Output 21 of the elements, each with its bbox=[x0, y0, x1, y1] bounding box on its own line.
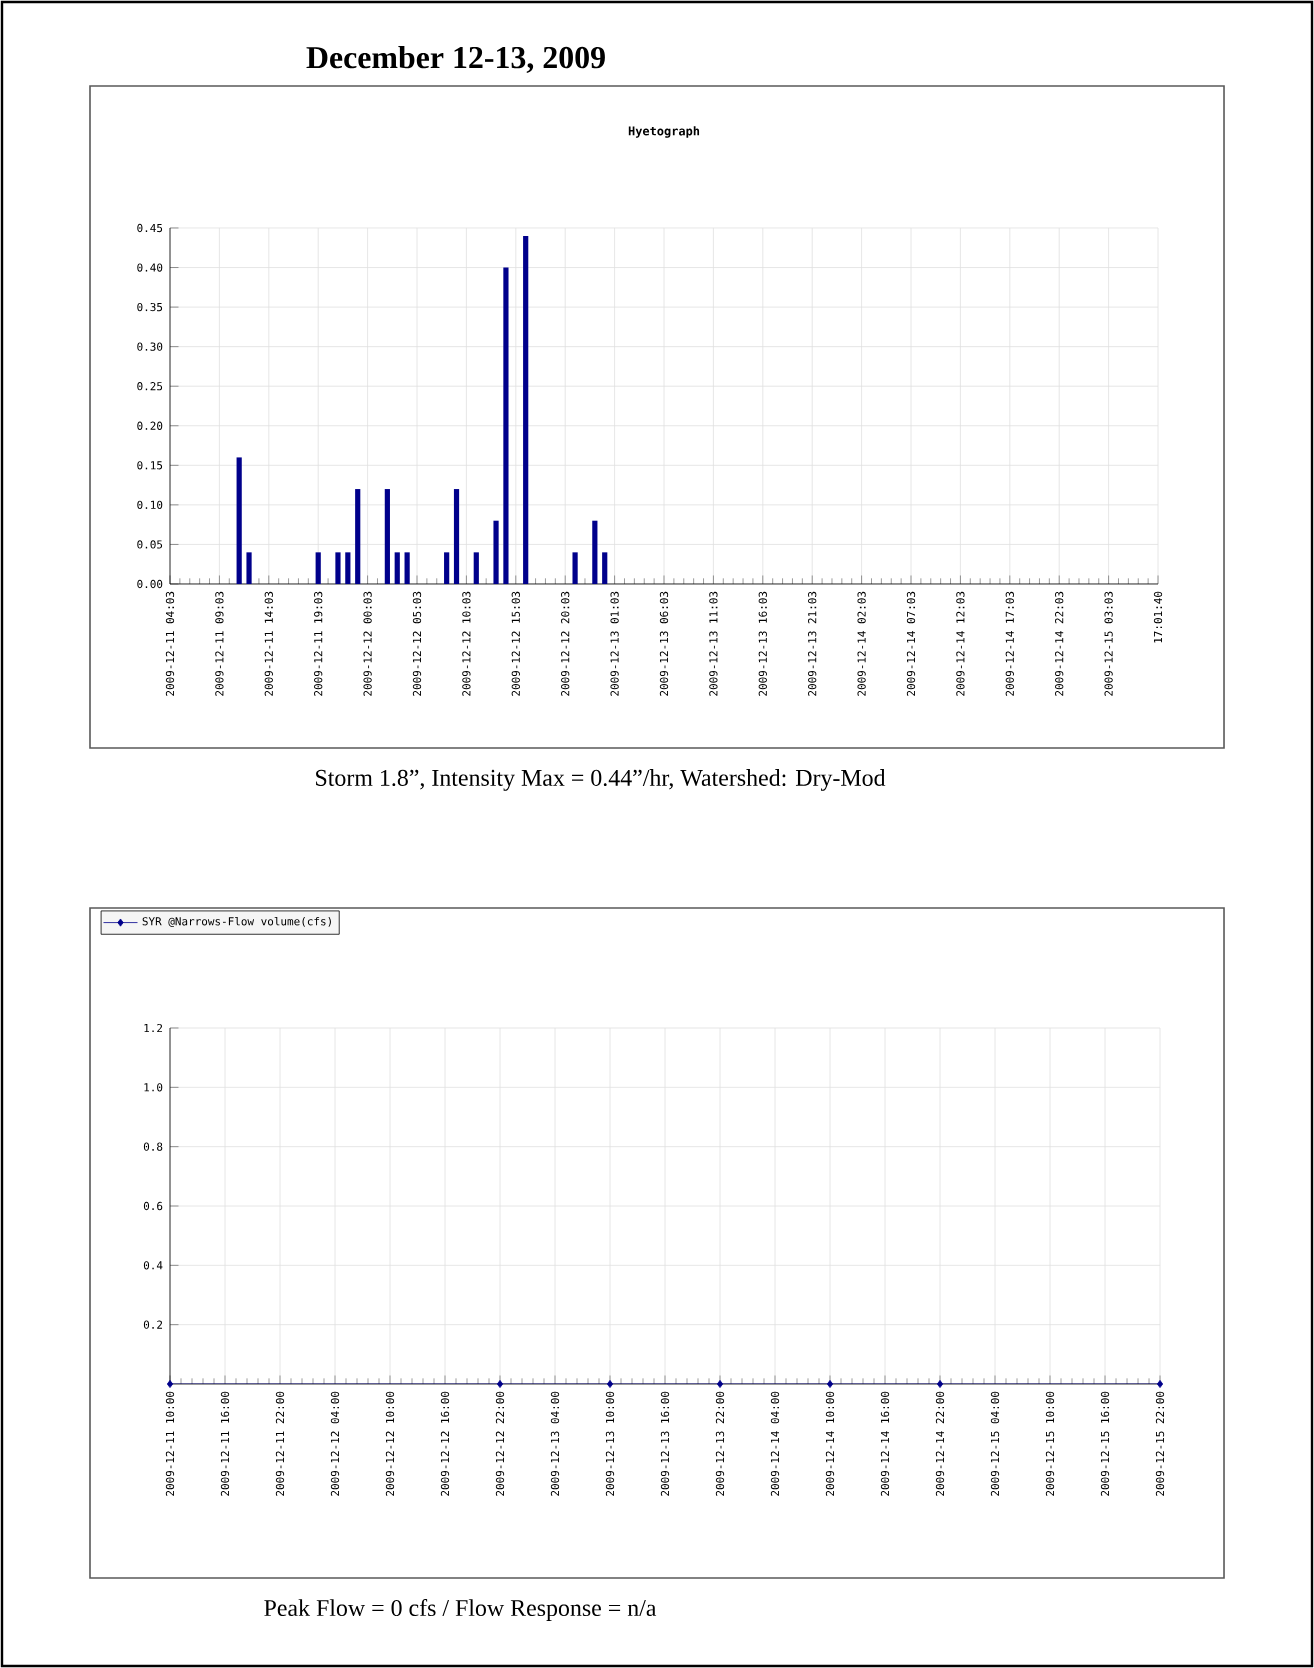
bar bbox=[355, 489, 361, 584]
bar bbox=[384, 489, 390, 584]
chart-title: December 12-13, 2009 bbox=[306, 45, 605, 73]
text: Peak Flow = 0 cfs / Flow Response = n/a bbox=[264, 1599, 657, 1621]
bar bbox=[315, 552, 321, 584]
bar bbox=[335, 552, 341, 584]
bar bbox=[572, 552, 578, 584]
bar bbox=[236, 457, 242, 584]
bar bbox=[493, 520, 499, 584]
bar bbox=[444, 552, 450, 584]
bar bbox=[503, 267, 509, 584]
bar bbox=[394, 552, 400, 584]
text: Storm 1.8”, Intensity Max = 0.44”/hr, Watershed: Dry-Mod bbox=[316, 769, 886, 791]
bar bbox=[523, 235, 529, 584]
bar bbox=[453, 489, 460, 584]
bar bbox=[602, 552, 608, 584]
bar bbox=[246, 552, 252, 584]
bar bbox=[345, 552, 351, 584]
bar bbox=[404, 552, 410, 584]
bar bbox=[592, 520, 598, 584]
bar bbox=[473, 552, 479, 584]
